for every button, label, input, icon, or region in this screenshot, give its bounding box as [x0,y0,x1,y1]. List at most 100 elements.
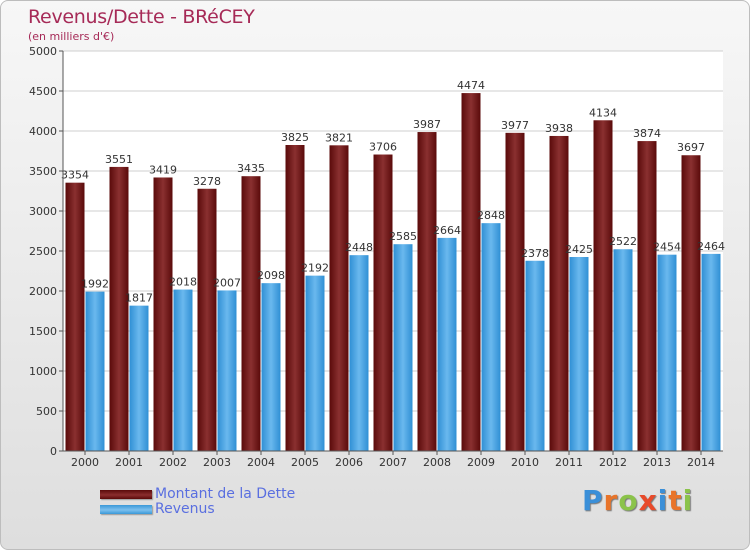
y-tick-label: 0 [50,445,57,458]
y-tick-label: 3000 [29,205,57,218]
bar-dette [417,132,437,452]
data-label-revenus: 2454 [653,241,681,254]
y-tick-label: 5000 [29,45,57,58]
y-tick-label: 4500 [29,85,57,98]
x-tick-label: 2014 [687,456,715,469]
bar-revenus [657,254,677,451]
chart-subtitle: (en milliers d'€) [28,30,115,43]
bar-revenus [525,260,545,451]
data-label-dette: 3977 [501,119,529,132]
data-label-revenus: 2448 [345,241,373,254]
bar-revenus [569,257,589,451]
bar-dette [197,188,217,451]
data-label-revenus: 2378 [521,247,549,260]
bar-revenus [173,289,193,451]
axis-layer: 0 500 1000 1500 2000 2500 3000 3500 4000 4500 5000… [29,45,723,469]
data-label-dette: 3435 [237,162,265,175]
data-label-revenus: 2018 [169,276,197,289]
x-tick-label: 2001 [115,456,143,469]
logo-letter: i [657,484,669,517]
data-label-dette: 3987 [413,118,441,131]
logo-letter: i [682,484,694,517]
data-label-revenus: 1817 [125,292,153,305]
x-tick-label: 2003 [203,456,231,469]
data-label-revenus: 1992 [81,278,109,291]
data-label-dette: 3821 [325,131,353,144]
data-label-dette: 3938 [545,122,573,135]
bar-revenus [217,290,237,451]
bar-revenus [613,249,633,451]
bar-revenus [701,253,721,451]
logo-letter: x [638,484,658,517]
data-label-revenus: 2464 [697,240,725,253]
y-tick-label: 1000 [29,365,57,378]
data-label-dette: 3706 [369,141,397,154]
bar-revenus [481,223,501,451]
x-tick-label: 2000 [71,456,99,469]
y-tick-label: 500 [36,405,57,418]
legend: Montant de la Dette Revenus [100,487,295,517]
bar-layer [65,93,721,452]
logo-letter: t [668,484,683,517]
data-label-dette: 3419 [149,163,177,176]
bar-revenus [437,237,457,451]
data-label-revenus: 2848 [477,209,505,222]
logo-letter: r [603,484,619,517]
x-tick-label: 2011 [555,456,583,469]
data-label-dette: 4134 [589,106,617,119]
bar-dette [505,132,525,451]
legend-label-revenus: Revenus [155,501,215,517]
legend-item-dette: Montant de la Dette [100,487,295,502]
data-label-revenus: 2098 [257,269,285,282]
bar-revenus [129,305,149,451]
bar-dette [153,177,173,452]
bar-revenus [393,244,413,451]
x-tick-label: 2012 [599,456,627,469]
data-label-revenus: 2007 [213,276,241,289]
data-label-dette: 4474 [457,79,485,92]
data-label-revenus: 2585 [389,230,417,243]
x-tick-label: 2010 [511,456,539,469]
bar-dette [461,93,481,451]
bar-dette [285,145,305,451]
legend-swatch-dette [100,490,152,499]
data-label-dette: 3874 [633,127,661,140]
bar-dette [241,176,261,451]
data-label-revenus: 2664 [433,224,461,237]
y-tick-label: 3500 [29,165,57,178]
legend-item-revenus: Revenus [100,502,295,517]
x-tick-label: 2009 [467,456,495,469]
y-tick-label: 4000 [29,125,57,138]
label-layer: 3354 1992 3551 1817 3419 2018 3278 2007 3435 2098… [61,79,725,305]
x-tick-label: 2006 [335,456,363,469]
x-tick-label: 2002 [159,456,187,469]
y-tick-label: 2000 [29,285,57,298]
data-label-dette: 3825 [281,131,309,144]
bar-revenus [305,275,325,451]
bar-dette [373,154,393,451]
data-label-revenus: 2425 [565,243,593,256]
x-tick-label: 2005 [291,456,319,469]
x-tick-label: 2007 [379,456,407,469]
bar-dette [593,120,613,451]
legend-swatch-revenus [100,505,152,514]
bar-revenus [261,283,281,451]
x-tick-label: 2013 [643,456,671,469]
bar-dette [65,182,85,451]
bar-revenus [349,255,369,451]
bar-dette [109,166,129,452]
bar-dette [637,141,657,451]
proxiti-logo: Proxiti [582,484,693,517]
y-tick-label: 1500 [29,325,57,338]
data-label-dette: 3278 [193,175,221,188]
bar-revenus [85,291,105,451]
x-tick-label: 2004 [247,456,275,469]
bar-dette [329,145,349,451]
logo-letter: o [618,484,639,517]
data-label-revenus: 2522 [609,235,637,248]
legend-label-dette: Montant de la Dette [155,486,296,502]
y-tick-label: 2500 [29,245,57,258]
data-label-revenus: 2192 [301,262,329,275]
